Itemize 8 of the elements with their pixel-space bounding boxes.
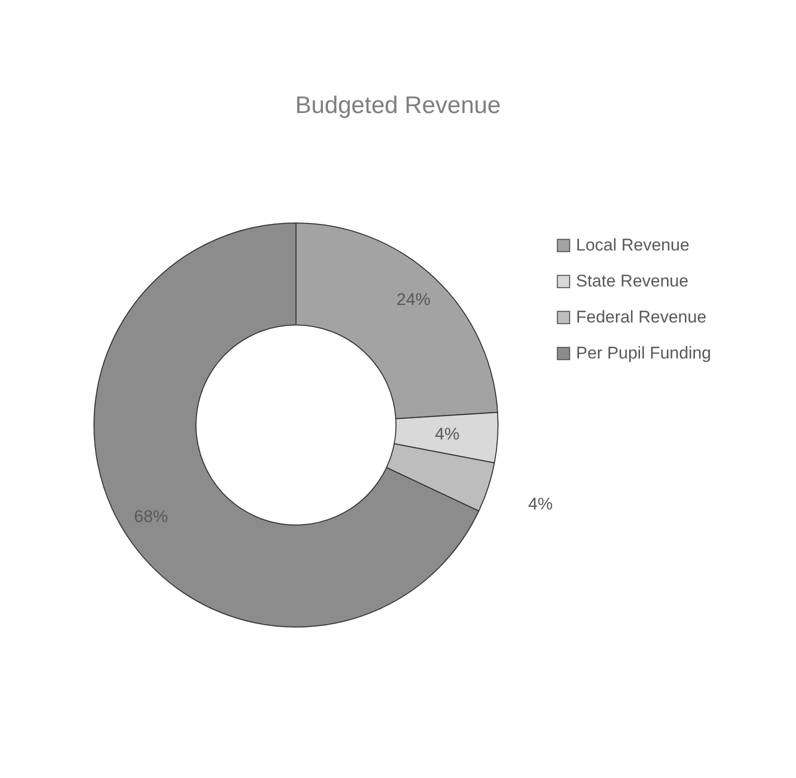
legend-label: Federal Revenue [576,308,706,326]
data-label: 24% [396,290,431,309]
legend-label: Per Pupil Funding [576,344,712,362]
chart-title: Budgeted Revenue [295,92,501,119]
data-label: 4% [434,424,460,444]
data-label: 4% [528,494,553,514]
legend-label: Local Revenue [576,236,690,254]
legend-label: State Revenue [576,272,688,290]
